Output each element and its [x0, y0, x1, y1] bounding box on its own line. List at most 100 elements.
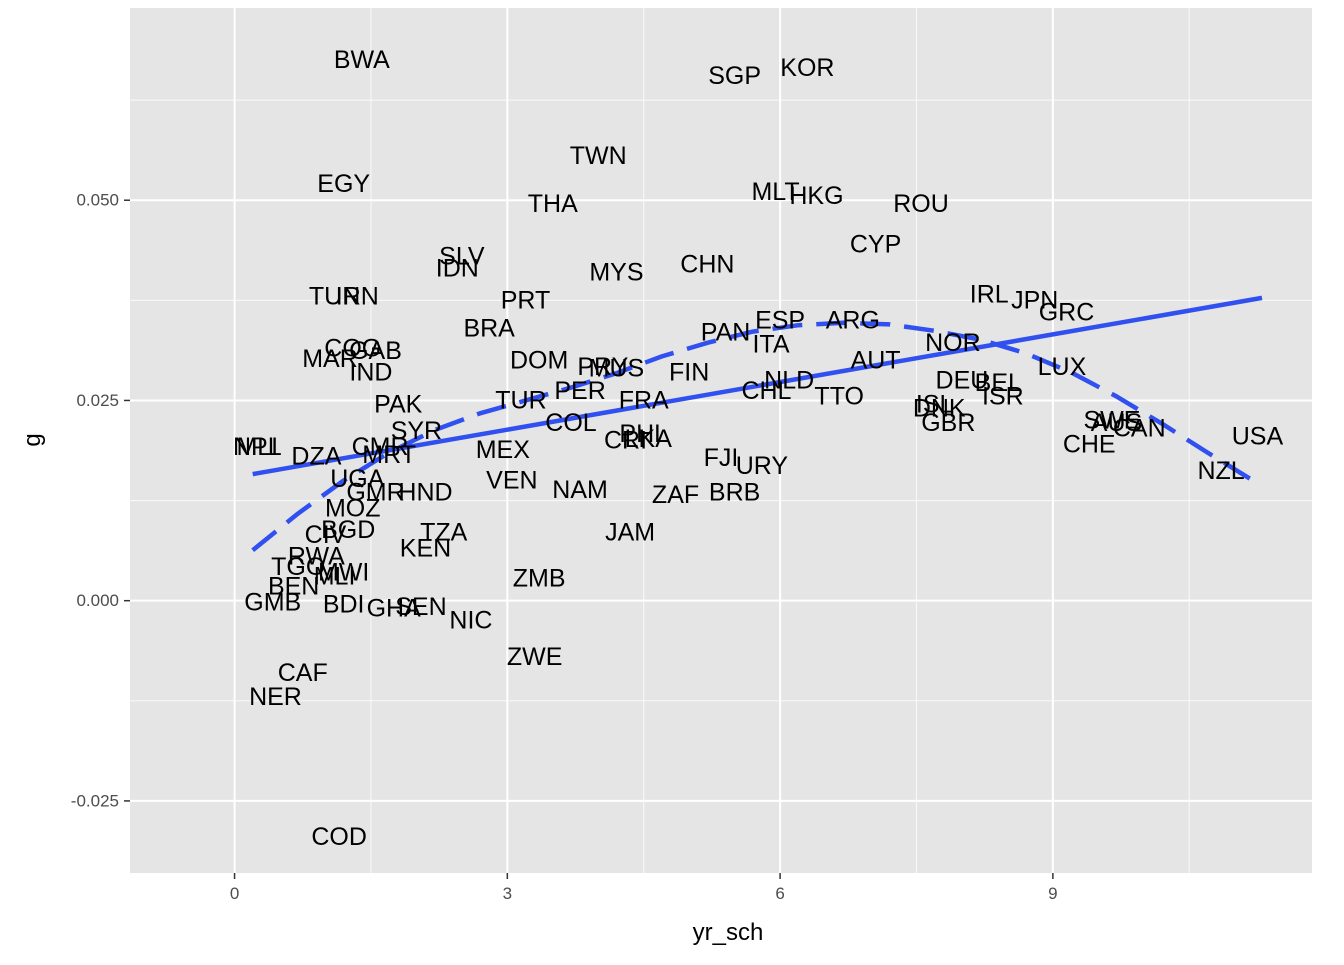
point-label: MWI — [318, 559, 369, 587]
point-label: VEN — [486, 467, 537, 495]
point-label: NLD — [764, 366, 814, 394]
point-label: CHL — [741, 377, 791, 405]
point-label: SEN — [395, 593, 446, 621]
point-label: MUS — [589, 354, 645, 382]
point-label: FJI — [704, 444, 739, 472]
point-label: PRY — [577, 353, 628, 381]
point-label: GBR — [921, 409, 975, 437]
point-label: DEU — [936, 366, 989, 394]
point-label: PAN — [701, 318, 751, 346]
point-label: SLV — [439, 242, 485, 270]
point-label: KEN — [400, 535, 451, 563]
point-label: BRB — [709, 479, 760, 507]
point-label: TGO — [271, 553, 325, 581]
point-label: BWA — [334, 46, 390, 74]
point-label: EGY — [317, 170, 370, 198]
y-tick-label: 0.025 — [76, 391, 119, 410]
y-tick-label: -0.025 — [71, 791, 119, 810]
point-label: BDI — [323, 591, 365, 619]
point-label: GRC — [1039, 298, 1095, 326]
y-tick-label: 0.050 — [76, 191, 119, 210]
point-label: CAN — [1113, 414, 1166, 442]
point-label: PRT — [501, 286, 551, 314]
point-label: ROU — [893, 190, 949, 218]
point-label: CMR — [352, 433, 409, 461]
x-tick-label: 3 — [503, 884, 512, 903]
point-label: MAR — [302, 345, 358, 373]
point-label: TTO — [814, 382, 864, 410]
point-label: FIN — [669, 358, 709, 386]
point-label: MYS — [589, 258, 643, 286]
point-label: RWA — [288, 543, 345, 571]
point-label: CRI — [604, 427, 647, 455]
point-label: PHL — [619, 420, 668, 448]
point-label: DNK — [913, 394, 966, 422]
point-label: MLI — [314, 563, 356, 591]
axes: 0 3 6 9 -0.025 0.000 0.025 0.050 — [71, 191, 1058, 903]
point-label: KOR — [780, 54, 834, 82]
point-label: FRA — [619, 386, 669, 414]
point-label: BGD — [321, 516, 375, 544]
point-label: MRT — [362, 441, 416, 469]
x-tick-label: 6 — [775, 884, 784, 903]
point-label: IRN — [336, 282, 379, 310]
loess-fit-line — [251, 320, 1255, 552]
point-label: NIC — [449, 607, 492, 635]
point-label: SYR — [391, 417, 442, 445]
linear-fit-line — [252, 295, 1263, 477]
y-axis-title: g — [19, 433, 46, 446]
point-label: SGP — [708, 62, 761, 90]
point-label: TWN — [570, 142, 627, 170]
point-label: ARG — [826, 306, 880, 334]
point-label: ISL — [916, 390, 954, 418]
point-label: NZL — [1197, 457, 1244, 485]
panel-background — [130, 8, 1312, 873]
point-label: CYP — [850, 230, 901, 258]
point-label: ESP — [755, 306, 805, 334]
point-label: TZA — [420, 519, 468, 547]
x-tick-label: 0 — [230, 884, 239, 903]
point-label: MOZ — [325, 495, 381, 523]
point-label: USA — [1232, 422, 1284, 450]
point-label: IND — [349, 358, 392, 386]
point-label: AUS — [1091, 409, 1142, 437]
point-label: ZAF — [652, 481, 699, 509]
point-label: IDN — [436, 254, 479, 282]
point-label: GHA — [367, 595, 422, 623]
point-label: HND — [398, 479, 452, 507]
point-label: MLT — [751, 178, 799, 206]
point-label: GMB — [244, 588, 301, 616]
point-label: CIV — [305, 521, 347, 549]
point-label: BRA — [463, 314, 515, 342]
point-label: DZA — [291, 443, 341, 471]
point-label: THA — [528, 190, 578, 218]
y-tick-label: 0.000 — [76, 591, 119, 610]
point-label: NPL — [233, 433, 282, 461]
point-label: GAB — [349, 337, 402, 365]
point-label: ISR — [982, 382, 1024, 410]
point-label: BEL — [975, 369, 1022, 397]
point-label: HKG — [789, 182, 843, 210]
point-label: PER — [554, 377, 605, 405]
point-label: CAF — [278, 659, 328, 687]
point-label: URY — [736, 452, 789, 480]
point-label: NOR — [925, 329, 981, 357]
point-label: TUR — [495, 386, 546, 414]
point-label: IRL — [970, 281, 1009, 309]
point-label: AUT — [851, 346, 901, 374]
grid-lines — [130, 8, 1312, 873]
point-label: COD — [311, 823, 367, 851]
point-label: JPN — [1011, 286, 1058, 314]
point-label: ZMB — [513, 564, 566, 592]
point-label: BEN — [268, 572, 319, 600]
point-label: ZWE — [507, 643, 563, 671]
point-label: COG — [324, 334, 381, 362]
x-axis-title: yr_sch — [693, 919, 764, 946]
point-label: UGA — [330, 465, 385, 493]
point-label: CHE — [1063, 431, 1116, 459]
point-label: CHN — [680, 250, 734, 278]
plot-panel — [130, 8, 1312, 873]
point-label: LKA — [625, 425, 673, 453]
